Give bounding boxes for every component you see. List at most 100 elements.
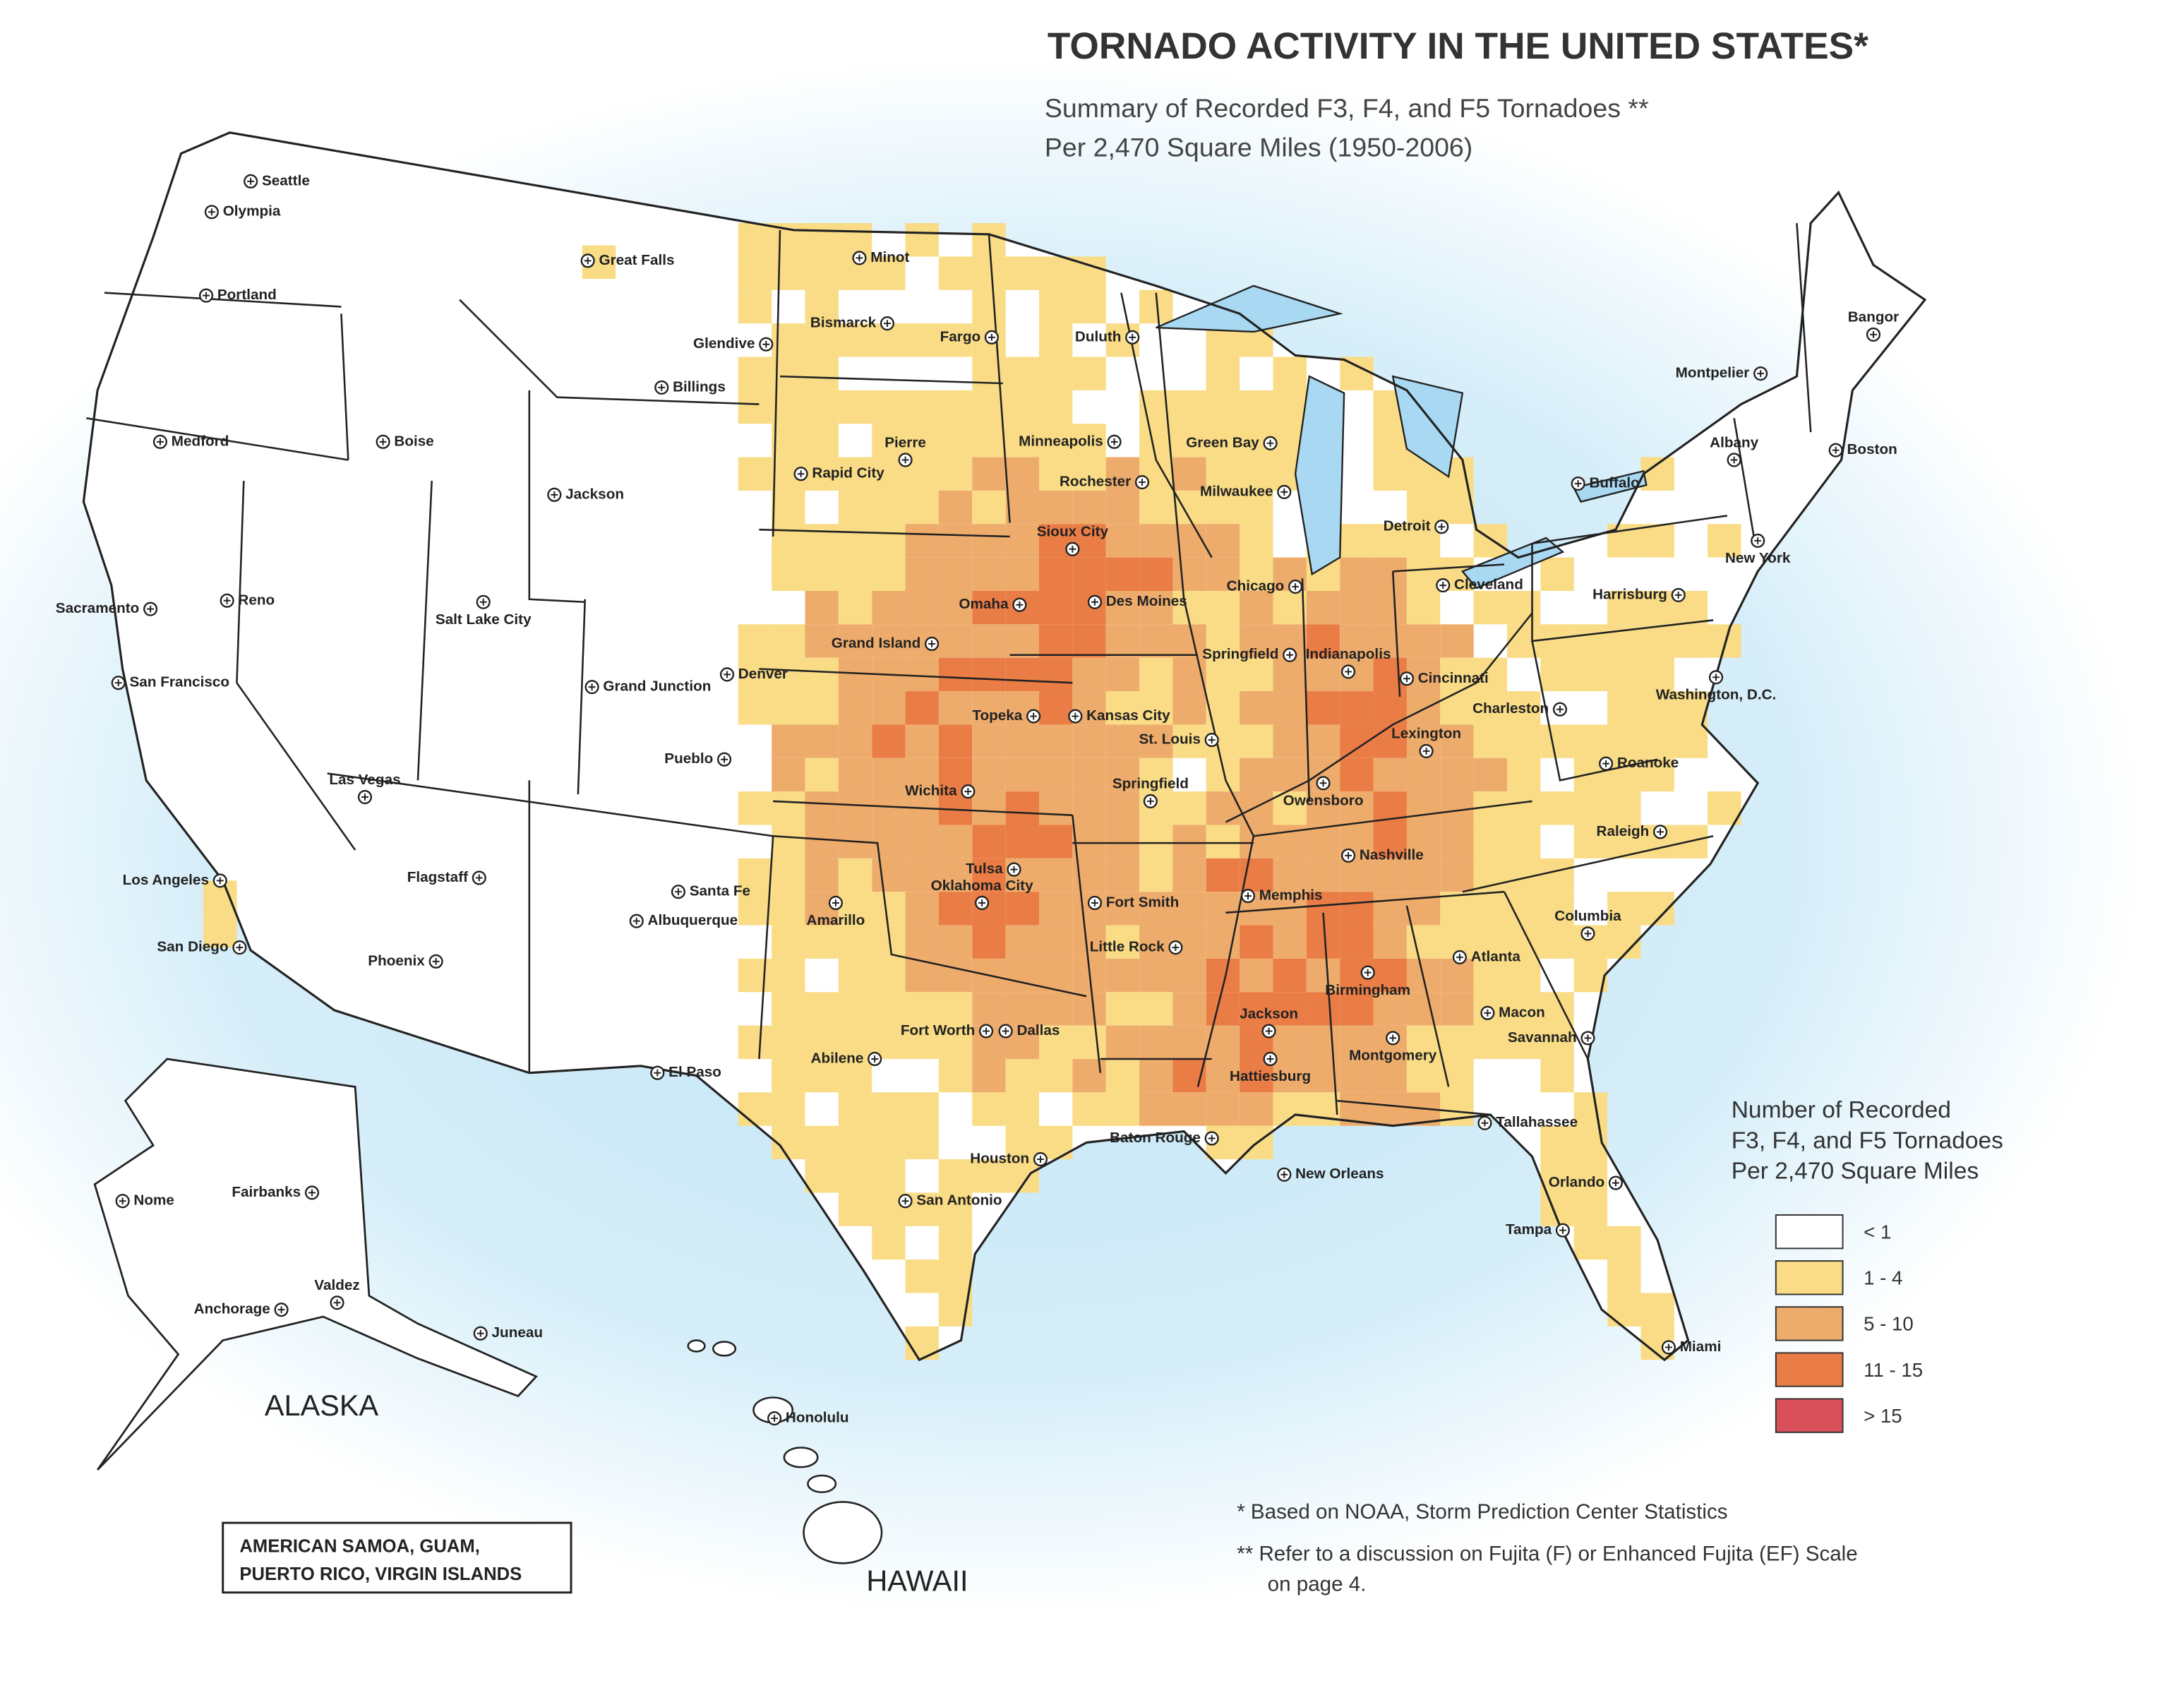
activity-cell xyxy=(838,992,872,1026)
activity-cell xyxy=(1573,1159,1608,1193)
activity-cell xyxy=(1206,490,1240,525)
activity-cell xyxy=(772,791,805,825)
activity-cell xyxy=(805,289,839,324)
activity-cell xyxy=(805,424,839,457)
activity-cell xyxy=(805,357,839,390)
city-label: Montpelier xyxy=(1676,365,1750,381)
city-label: Kansas City xyxy=(1086,707,1170,724)
activity-cell xyxy=(1440,992,1474,1026)
region-label: ALASKA xyxy=(265,1389,379,1422)
activity-cell xyxy=(1172,724,1206,758)
activity-cell xyxy=(938,925,973,959)
city-label: Indianapolis xyxy=(1306,646,1391,662)
activity-cell xyxy=(1607,1226,1641,1260)
subtitle: Summary of Recorded F3, F4, and F5 Torna… xyxy=(1045,93,1649,123)
activity-cell xyxy=(1039,457,1073,491)
activity-cell xyxy=(1373,992,1407,1026)
activity-cell xyxy=(1005,1092,1040,1126)
city-label: Memphis xyxy=(1259,887,1323,904)
activity-cell xyxy=(1139,490,1173,525)
city-label: El Paso xyxy=(668,1064,721,1080)
activity-cell xyxy=(1340,892,1374,926)
activity-cell xyxy=(772,758,805,792)
legend-swatch xyxy=(1775,1260,1844,1295)
city-marker-cross xyxy=(964,788,972,796)
city-marker-cross xyxy=(1584,1034,1592,1042)
city-marker-cross xyxy=(333,1299,341,1307)
city-marker-cross xyxy=(1286,651,1294,659)
city-marker-cross xyxy=(308,1189,316,1197)
activity-cell xyxy=(1607,590,1641,625)
state-line xyxy=(236,481,356,851)
activity-cell xyxy=(1607,724,1641,758)
activity-cell xyxy=(838,1092,872,1126)
city-marker-cross xyxy=(856,254,863,262)
activity-cell xyxy=(1440,958,1474,993)
activity-cell xyxy=(972,457,1006,491)
activity-cell xyxy=(838,524,872,558)
activity-cell xyxy=(972,624,1006,658)
legend-title: Number of Recorded xyxy=(1732,1097,1951,1123)
activity-cell xyxy=(838,457,872,491)
state-line xyxy=(759,668,1073,684)
footnote: * Based on NOAA, Storm Prediction Center… xyxy=(1237,1500,1727,1524)
activity-cell xyxy=(1540,1058,1574,1093)
activity-cell xyxy=(1473,724,1508,758)
activity-cell xyxy=(838,758,872,792)
activity-cell xyxy=(1306,925,1340,959)
city-label: Hattiesburg xyxy=(1230,1068,1311,1084)
activity-cell xyxy=(1340,524,1374,558)
activity-cell xyxy=(838,858,872,892)
state-line xyxy=(1225,890,1505,914)
city-marker-cross xyxy=(1559,1226,1566,1234)
city-marker-cross xyxy=(1069,545,1076,553)
activity-cell xyxy=(972,724,1006,758)
activity-cell xyxy=(1573,724,1608,758)
state-line xyxy=(1532,515,1727,545)
activity-cell xyxy=(805,1058,839,1093)
activity-cell xyxy=(1072,490,1106,525)
activity-cell xyxy=(1072,624,1106,658)
lake xyxy=(1156,285,1343,333)
activity-cell xyxy=(1139,724,1173,758)
city-marker-cross xyxy=(901,456,909,464)
activity-cell xyxy=(872,424,906,457)
activity-cell xyxy=(1005,992,1040,1026)
state-line xyxy=(988,234,1011,523)
activity-cell xyxy=(1273,958,1307,993)
activity-cell xyxy=(1640,624,1674,658)
activity-cell xyxy=(738,457,772,491)
activity-cell xyxy=(1540,624,1574,658)
activity-cell xyxy=(1139,1058,1173,1093)
city-label: Duluth xyxy=(1075,328,1122,345)
activity-cell xyxy=(1340,858,1374,892)
state-line xyxy=(1391,571,1401,698)
legend-label: > 15 xyxy=(1864,1405,1902,1427)
activity-cell xyxy=(1105,758,1140,792)
activity-cell xyxy=(972,1058,1006,1093)
activity-cell xyxy=(1607,1259,1641,1293)
activity-cell xyxy=(1139,590,1173,625)
activity-cell xyxy=(1139,524,1173,558)
activity-cell xyxy=(938,892,973,926)
activity-cell xyxy=(1139,791,1173,825)
city-label: Reno xyxy=(238,592,275,608)
activity-cell xyxy=(1005,825,1040,858)
hawaii-island xyxy=(712,1341,737,1357)
activity-cell xyxy=(1573,657,1608,692)
city-label: Green Bay xyxy=(1186,434,1259,450)
city-marker-cross xyxy=(361,794,368,801)
activity-cell xyxy=(905,223,939,257)
activity-cell xyxy=(1273,357,1307,390)
activity-cell xyxy=(838,223,872,257)
activity-cell xyxy=(1340,791,1374,825)
city-marker-cross xyxy=(551,491,558,498)
city-marker-cross xyxy=(1280,488,1288,496)
activity-cell xyxy=(1206,758,1240,792)
activity-cell xyxy=(1273,1092,1307,1126)
state-line xyxy=(1155,292,1255,1087)
state-line xyxy=(779,375,1003,385)
activity-cell xyxy=(1540,1125,1574,1160)
activity-cell xyxy=(938,992,973,1026)
activity-cell xyxy=(1039,289,1073,324)
